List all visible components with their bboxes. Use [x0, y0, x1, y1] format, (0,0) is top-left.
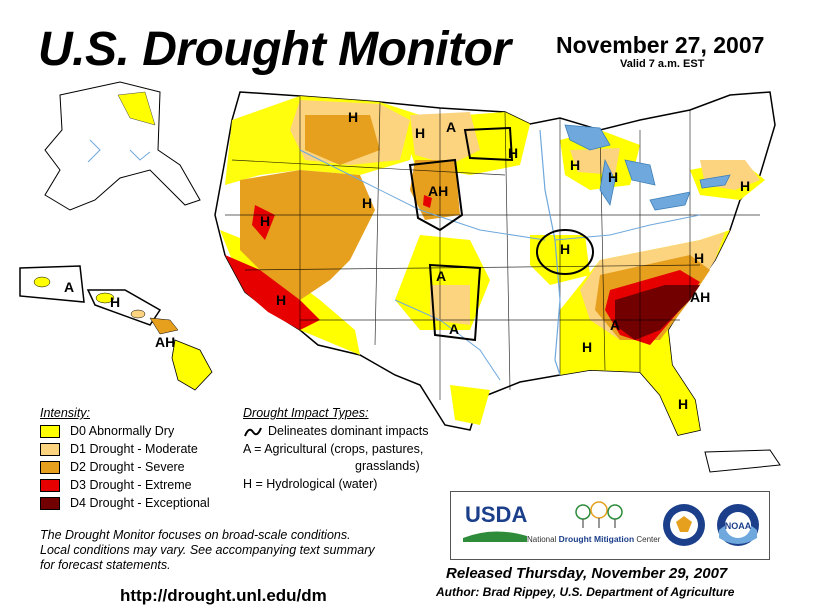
- label-h-minnesota: H: [508, 145, 518, 161]
- d2-label: D2 Drought - Severe: [70, 460, 185, 474]
- d3-label: D3 Drought - Extreme: [70, 478, 192, 492]
- ndmc-tree-icon: [575, 501, 623, 528]
- label-a-georgia: A: [610, 317, 620, 333]
- label-h-north-dakota: H: [415, 125, 425, 141]
- label-h-wyoming: H: [362, 195, 372, 211]
- noaa-logo-icon: NOAA: [717, 504, 759, 546]
- page-title: U.S. Drought Monitor: [38, 23, 511, 76]
- usda-swoosh-icon: [463, 531, 527, 542]
- label-h-hawaii: H: [110, 294, 120, 310]
- legend-d2: D2 Drought - Severe: [40, 460, 185, 474]
- hawaii: [19, 265, 213, 391]
- label-h-illinois: H: [560, 241, 570, 257]
- label-a-kansas: A: [436, 268, 446, 284]
- impact-agricultural-cont: grasslands): [355, 459, 420, 473]
- label-a-hawaii: A: [64, 279, 74, 295]
- agency-logos: USDA National Drought Mitigation Center …: [450, 491, 770, 560]
- label-a-oklahoma: A: [449, 321, 459, 337]
- d1-swatch: [40, 442, 60, 456]
- impact-labels: H H A H H H AH H H H A H A H AH A H H H …: [64, 109, 750, 412]
- d1-label: D1 Drought - Moderate: [70, 442, 198, 456]
- ndmc-prefix: National: [527, 535, 557, 544]
- impact-line-label: Delineates dominant impacts: [268, 424, 429, 438]
- label-h-nevada: H: [260, 213, 270, 229]
- ndmc-main: Drought Mitigation: [558, 534, 635, 544]
- ndmc-suffix: Center: [636, 535, 661, 544]
- note-line-1: The Drought Monitor focuses on broad-sca…: [40, 528, 351, 542]
- legend-d4: D4 Drought - Exceptional: [40, 496, 210, 510]
- d3-swatch: [40, 478, 60, 492]
- map-date: November 27, 2007: [556, 32, 765, 58]
- label-a-north-dakota: A: [446, 119, 456, 135]
- website-url[interactable]: http://drought.unl.edu/dm: [120, 586, 327, 605]
- ndmc-logo: National Drought Mitigation Center: [527, 534, 660, 544]
- impact-hydrological: H = Hydrological (water): [243, 477, 378, 491]
- impact-line-icon: [244, 427, 262, 437]
- label-h-florida: H: [678, 396, 688, 412]
- intensity-heading: Intensity:: [40, 406, 91, 420]
- release-date: Released Thursday, November 29, 2007: [446, 565, 728, 582]
- label-h-wisconsin: H: [570, 157, 580, 173]
- label-ah-nebraska: AH: [428, 183, 448, 199]
- impact-heading: Drought Impact Types:: [243, 406, 369, 420]
- note-line-2: Local conditions may vary. See accompany…: [40, 543, 375, 557]
- label-ah-hawaii: AH: [155, 334, 175, 350]
- label-h-alabama: H: [582, 339, 592, 355]
- label-h-new-england: H: [740, 178, 750, 194]
- legend-d0: D0 Abnormally Dry: [40, 424, 174, 438]
- legend-d1: D1 Drought - Moderate: [40, 442, 198, 456]
- d4-swatch: [40, 496, 60, 510]
- author-credit: Author: Brad Rippey, U.S. Department of …: [436, 585, 735, 599]
- d4-label: D4 Drought - Exceptional: [70, 496, 210, 510]
- label-ah-carolinas: AH: [690, 289, 710, 305]
- puerto-rico: [704, 449, 781, 473]
- alaska: [44, 81, 201, 211]
- d0-label: D0 Abnormally Dry: [70, 424, 175, 438]
- d2-swatch: [40, 460, 60, 474]
- d0-swatch: [40, 424, 60, 438]
- label-h-michigan: H: [608, 169, 618, 185]
- alaska-d0-area: [117, 91, 156, 126]
- noaa-label: NOAA: [725, 521, 752, 531]
- disclaimer-note: The Drought Monitor focuses on broad-sca…: [40, 528, 440, 573]
- conus: [214, 91, 776, 436]
- note-line-3: for forecast statements.: [40, 558, 171, 572]
- legend-d3: D3 Drought - Extreme: [40, 478, 192, 492]
- commerce-seal-icon: [663, 504, 705, 546]
- usda-logo: USDA: [465, 502, 528, 527]
- label-h-montana: H: [348, 109, 358, 125]
- impact-agricultural: A = Agricultural (crops, pastures,: [243, 442, 424, 456]
- label-h-virginia: H: [694, 250, 704, 266]
- label-h-arizona: H: [276, 292, 286, 308]
- valid-time: Valid 7 a.m. EST: [620, 58, 705, 70]
